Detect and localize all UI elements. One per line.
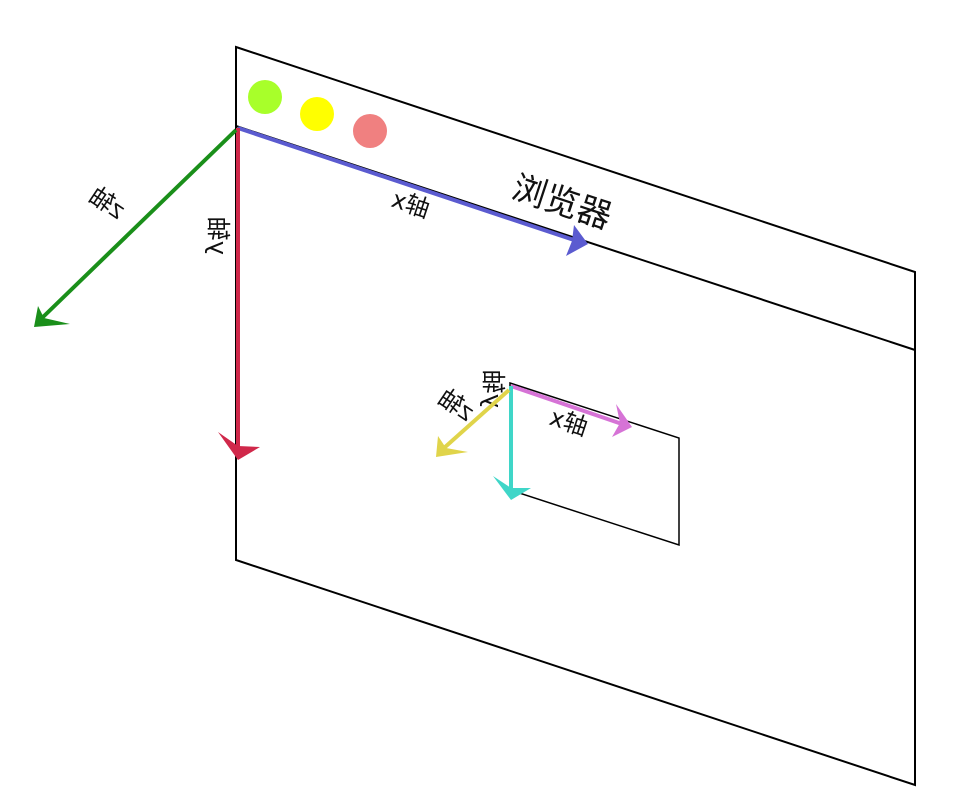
element-z-axis-arrowhead (436, 436, 468, 457)
element-x-axis-arrowhead (612, 404, 632, 437)
page-z-axis (34, 128, 238, 327)
window-dot-green (248, 80, 282, 114)
page-y-axis-label: y轴 (204, 217, 232, 255)
page-z-axis-arrowhead (34, 306, 70, 327)
element-z-axis (436, 388, 511, 457)
page-x-axis (237, 126, 588, 256)
page-y-axis-arrowhead (218, 432, 260, 460)
page-z-axis-label: z轴 (84, 181, 130, 225)
element-y-axis-arrowhead (493, 476, 531, 500)
page-x-axis-arrowhead (566, 225, 588, 256)
window-dot-red (353, 114, 387, 148)
element-y-axis (493, 386, 531, 500)
element-x-axis (510, 384, 632, 437)
page-y-axis (218, 128, 260, 460)
window-dot-yellow (300, 97, 334, 131)
